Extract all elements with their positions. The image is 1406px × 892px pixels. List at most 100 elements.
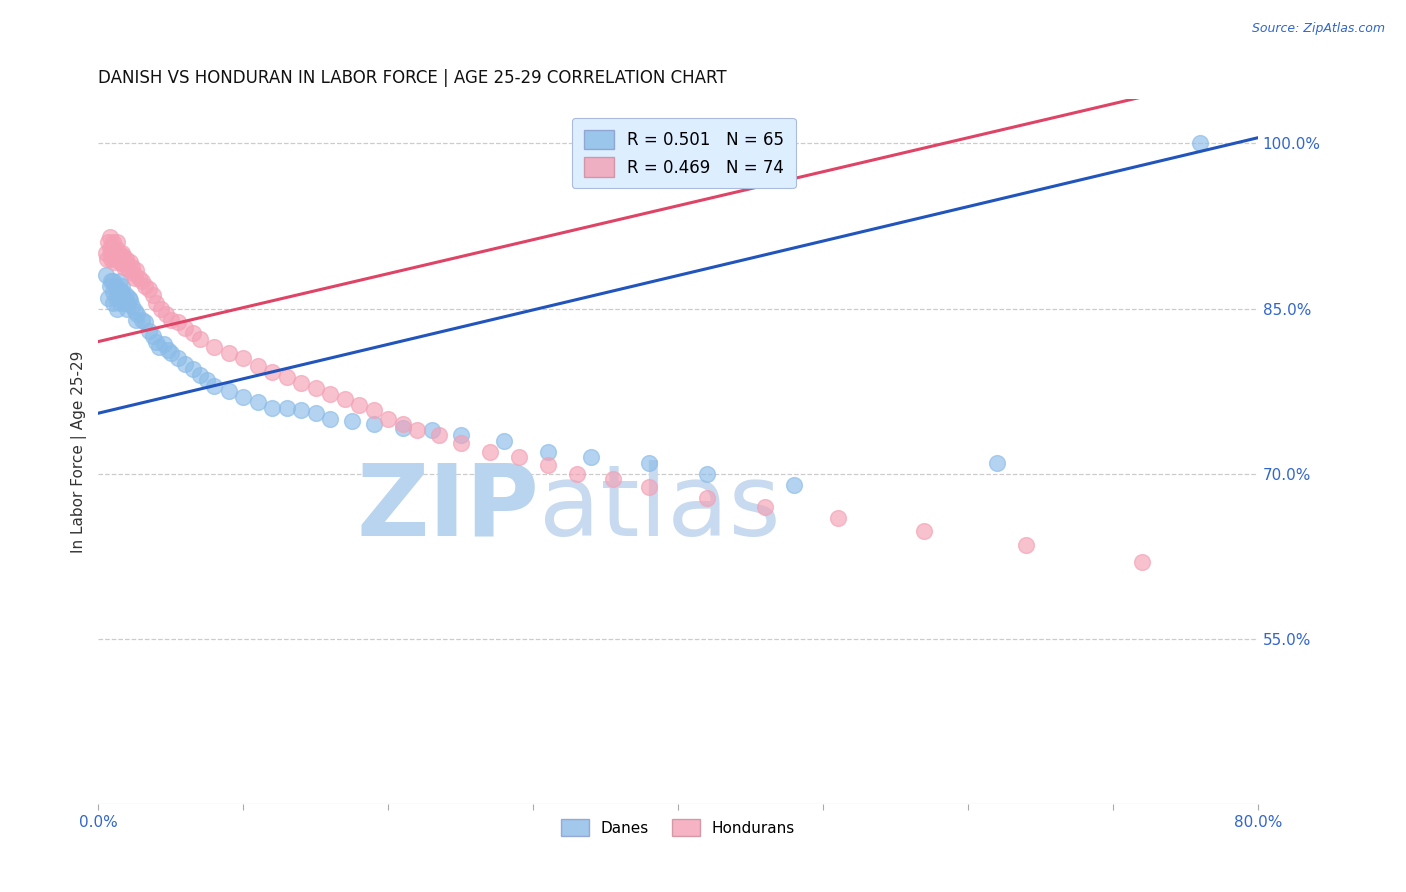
Point — [105, 252, 128, 266]
Point — [103, 249, 125, 263]
Point — [115, 288, 138, 302]
Point — [107, 246, 129, 260]
Point — [152, 336, 174, 351]
Point — [142, 288, 165, 302]
Point — [914, 524, 936, 538]
Point — [127, 307, 149, 321]
Point — [391, 417, 413, 432]
Point — [276, 401, 298, 415]
Point — [124, 270, 146, 285]
Point — [148, 340, 170, 354]
Point — [478, 444, 501, 458]
Point — [96, 252, 118, 266]
Point — [117, 257, 139, 271]
Point — [100, 274, 122, 288]
Point — [827, 511, 849, 525]
Point — [202, 340, 225, 354]
Point — [114, 296, 136, 310]
Point — [218, 384, 240, 399]
Point — [145, 334, 167, 349]
Point — [1188, 136, 1211, 151]
Point — [783, 478, 806, 492]
Point — [97, 235, 120, 250]
Text: atlas: atlas — [538, 459, 780, 557]
Point — [188, 332, 211, 346]
Point — [111, 257, 134, 271]
Point — [167, 315, 190, 329]
Point — [108, 274, 131, 288]
Point — [174, 321, 197, 335]
Point — [319, 387, 342, 401]
Point — [110, 279, 132, 293]
Point — [427, 428, 450, 442]
Point — [138, 324, 160, 338]
Point — [305, 406, 328, 420]
Point — [696, 467, 718, 481]
Point — [108, 255, 131, 269]
Point — [117, 301, 139, 316]
Point — [167, 351, 190, 365]
Point — [149, 301, 172, 316]
Point — [218, 345, 240, 359]
Point — [565, 467, 588, 481]
Point — [1130, 555, 1153, 569]
Point — [579, 450, 602, 465]
Point — [125, 312, 148, 326]
Point — [118, 263, 141, 277]
Point — [104, 241, 127, 255]
Point — [94, 268, 117, 283]
Point — [108, 296, 131, 310]
Point — [94, 246, 117, 260]
Point — [101, 241, 124, 255]
Point — [1015, 538, 1038, 552]
Point — [319, 411, 342, 425]
Point — [114, 255, 136, 269]
Point — [101, 285, 124, 299]
Point — [125, 263, 148, 277]
Point — [98, 230, 121, 244]
Point — [110, 246, 132, 260]
Point — [104, 246, 127, 260]
Point — [101, 296, 124, 310]
Point — [494, 434, 516, 448]
Point — [101, 274, 124, 288]
Point — [142, 329, 165, 343]
Point — [111, 249, 134, 263]
Point — [537, 444, 560, 458]
Point — [754, 500, 776, 514]
Point — [124, 303, 146, 318]
Point — [118, 291, 141, 305]
Point — [120, 255, 142, 269]
Point — [537, 458, 560, 472]
Point — [101, 235, 124, 250]
Point — [108, 291, 131, 305]
Point — [104, 279, 127, 293]
Point — [232, 390, 254, 404]
Point — [290, 403, 312, 417]
Point — [100, 246, 122, 260]
Point — [181, 362, 204, 376]
Point — [262, 366, 284, 380]
Point — [450, 436, 472, 450]
Point — [290, 376, 312, 391]
Point — [406, 423, 429, 437]
Point — [98, 279, 121, 293]
Point — [363, 403, 385, 417]
Point — [131, 274, 153, 288]
Point — [117, 296, 139, 310]
Point — [508, 450, 530, 465]
Point — [134, 279, 156, 293]
Point — [97, 291, 120, 305]
Point — [156, 343, 179, 358]
Point — [276, 369, 298, 384]
Text: Source: ZipAtlas.com: Source: ZipAtlas.com — [1251, 22, 1385, 36]
Point — [174, 357, 197, 371]
Point — [120, 293, 142, 307]
Point — [115, 252, 138, 266]
Point — [145, 296, 167, 310]
Point — [98, 241, 121, 255]
Point — [159, 345, 181, 359]
Point — [202, 378, 225, 392]
Point — [110, 285, 132, 299]
Point — [246, 395, 269, 409]
